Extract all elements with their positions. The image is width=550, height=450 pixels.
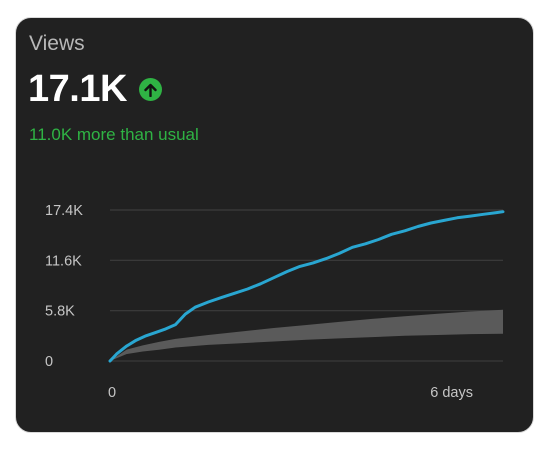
x-axis-labels: 0 6 days xyxy=(108,385,473,401)
views-card[interactable] xyxy=(15,17,534,433)
typical-range-band xyxy=(110,309,503,361)
x-tick-label: 0 xyxy=(108,385,116,401)
metric-value: 17.1K xyxy=(28,68,127,110)
y-tick-label: 0 xyxy=(45,354,53,370)
typical-range-area xyxy=(110,309,503,361)
metric-label: Views xyxy=(29,32,85,55)
metric-value-row: 17.1K xyxy=(28,68,162,111)
series-layer xyxy=(108,210,505,363)
trend-comparison-text: 11.0K more than usual xyxy=(29,125,199,144)
x-tick-label: 6 days xyxy=(430,385,473,401)
gridlines xyxy=(110,209,503,362)
y-tick-label: 17.4K xyxy=(45,203,83,219)
y-axis-labels: 17.4K 11.6K 5.8K 0 xyxy=(45,203,83,370)
y-tick-label: 11.6K xyxy=(45,253,82,269)
arrow-up-circle-icon xyxy=(138,78,162,101)
y-tick-label: 5.8K xyxy=(45,304,75,320)
views-series-line xyxy=(108,210,505,363)
